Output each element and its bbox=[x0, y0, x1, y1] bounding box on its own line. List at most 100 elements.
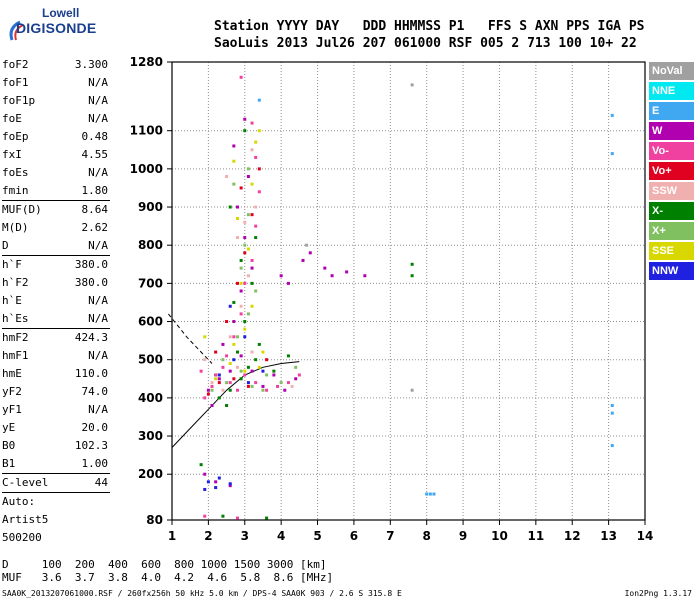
data-point bbox=[257, 365, 261, 369]
parameters-panel: foF2 3.300 foF1 N/A foF1p N/A foE N/A foEp 0.48 fx… bbox=[2, 56, 110, 547]
data-point bbox=[254, 236, 258, 240]
y-tick-label: 400 bbox=[138, 391, 163, 405]
data-point bbox=[246, 175, 250, 178]
data-point bbox=[610, 113, 614, 117]
data-point bbox=[203, 514, 207, 518]
ionogram-chart: 1 2 3 4 5 6 7 8 9 10 11 12 13 14802003004005006007008… bbox=[130, 55, 654, 543]
data-point bbox=[250, 384, 254, 388]
data-point bbox=[261, 384, 265, 388]
data-point bbox=[345, 270, 349, 274]
y-tick-label: 800 bbox=[138, 238, 163, 252]
param-row: fxI 4.55 bbox=[2, 146, 110, 164]
legend-item: E bbox=[649, 102, 694, 120]
data-point bbox=[232, 182, 236, 186]
data-point bbox=[250, 369, 254, 373]
data-point bbox=[246, 365, 250, 369]
data-point bbox=[210, 381, 214, 385]
data-point bbox=[239, 258, 243, 262]
data-point bbox=[239, 281, 243, 285]
data-point bbox=[203, 358, 207, 362]
x-tick-label: 3 bbox=[241, 529, 249, 543]
param-name: fmin bbox=[2, 184, 29, 197]
data-point bbox=[235, 365, 239, 369]
data-point bbox=[257, 342, 261, 346]
data-point bbox=[203, 396, 207, 400]
data-point bbox=[214, 486, 218, 490]
data-point bbox=[228, 484, 232, 488]
data-point bbox=[228, 381, 232, 385]
data-point bbox=[254, 155, 258, 159]
x-tick-label: 5 bbox=[313, 529, 321, 543]
param-separator bbox=[2, 328, 110, 329]
param-row: foEp 0.48 bbox=[2, 128, 110, 146]
digisonde-logo: Lowell DIGISONDE bbox=[2, 6, 122, 46]
data-point bbox=[225, 381, 229, 385]
param-row: hmF2 424.3 bbox=[2, 329, 110, 347]
param-row: h`E N/A bbox=[2, 292, 110, 310]
param-row: foF2 3.300 bbox=[2, 56, 110, 74]
data-point bbox=[610, 411, 614, 415]
x-tick-label: 8 bbox=[423, 529, 431, 543]
data-point bbox=[206, 388, 210, 392]
data-point bbox=[243, 373, 247, 377]
y-tick-label: 500 bbox=[138, 353, 163, 367]
x-tick-label: 7 bbox=[386, 529, 394, 543]
data-point bbox=[432, 492, 436, 496]
plot-frame bbox=[171, 61, 646, 521]
data-point bbox=[250, 121, 254, 125]
param-name: yF1 bbox=[2, 403, 22, 416]
data-point bbox=[261, 369, 265, 373]
data-point bbox=[250, 304, 254, 308]
data-point bbox=[250, 213, 254, 217]
param-row: yE 20.0 bbox=[2, 419, 110, 437]
param-value: 44 bbox=[94, 476, 108, 489]
param-name: h`E bbox=[2, 294, 22, 307]
y-tick-label: 1280 bbox=[130, 55, 163, 69]
data-point bbox=[239, 377, 243, 381]
param-row: fmin 1.80 bbox=[2, 182, 110, 200]
x-tick-label: 10 bbox=[491, 529, 508, 543]
data-point bbox=[257, 129, 261, 133]
legend-item: X- bbox=[649, 202, 694, 220]
data-point bbox=[610, 444, 614, 448]
data-point bbox=[290, 384, 294, 388]
data-point bbox=[250, 266, 254, 270]
data-point bbox=[217, 373, 221, 377]
data-point bbox=[235, 350, 239, 354]
data-point bbox=[232, 377, 236, 381]
param-name: Auto: bbox=[2, 495, 36, 508]
param-separator bbox=[2, 200, 110, 201]
param-name: h`F bbox=[2, 258, 22, 271]
data-point bbox=[286, 354, 290, 358]
data-point bbox=[323, 266, 327, 270]
data-point bbox=[228, 362, 232, 366]
data-point bbox=[239, 312, 243, 316]
data-point bbox=[235, 516, 239, 520]
data-point bbox=[265, 373, 269, 377]
data-point bbox=[232, 159, 236, 163]
data-point bbox=[286, 281, 290, 285]
data-point bbox=[206, 480, 210, 484]
param-value: 0.48 bbox=[81, 130, 109, 143]
param-value: 74.0 bbox=[81, 385, 109, 398]
param-value: 110.0 bbox=[74, 367, 108, 380]
param-value: 1.80 bbox=[81, 184, 109, 197]
data-point bbox=[228, 388, 232, 392]
legend-item: X+ bbox=[649, 222, 694, 240]
param-name: yE bbox=[2, 421, 16, 434]
param-row: foE N/A bbox=[2, 110, 110, 128]
data-point bbox=[246, 247, 250, 251]
param-row: foF1p N/A bbox=[2, 92, 110, 110]
data-point bbox=[239, 354, 243, 358]
data-point bbox=[203, 335, 207, 339]
data-point bbox=[225, 354, 229, 358]
param-row: foF1 N/A bbox=[2, 74, 110, 92]
data-point bbox=[243, 327, 247, 331]
param-row: C-level 44 bbox=[2, 474, 110, 492]
param-row: foEs N/A bbox=[2, 164, 110, 182]
data-point bbox=[246, 312, 250, 316]
data-point bbox=[210, 388, 214, 392]
param-value: N/A bbox=[88, 112, 108, 125]
param-name: Artist5 bbox=[2, 513, 49, 526]
data-point bbox=[210, 384, 214, 388]
